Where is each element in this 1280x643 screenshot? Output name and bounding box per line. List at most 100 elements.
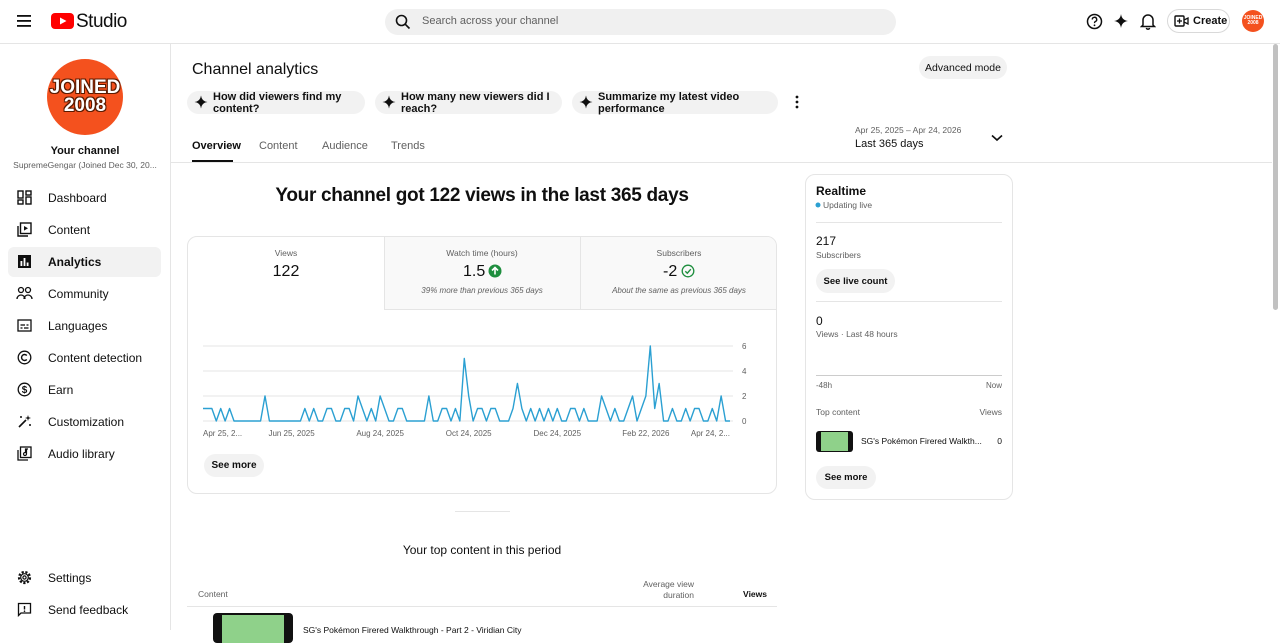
views-label: Views · Last 48 hours (816, 329, 898, 339)
top-content-title: Your top content in this period (402, 543, 562, 557)
realtime-title: Realtime (816, 184, 867, 198)
tabs-border (171, 162, 1272, 163)
video-views: 0 (997, 436, 1002, 446)
button-label: See more (211, 460, 257, 471)
divider (816, 222, 1002, 223)
y-tick-label: 4 (742, 367, 747, 376)
channel-subtitle: SupremeGengar (Joined Dec 30, 20... (13, 160, 157, 170)
views-header: Views (979, 407, 1002, 417)
see-more-button[interactable]: See more (204, 454, 264, 477)
nav-item[interactable]: Dashboard (48, 191, 107, 205)
views-chart: 0 2 4 6 Apr 25, 2... Jun 25, 2025 Aug 24, 2025… (203, 342, 747, 438)
metric-label[interactable]: Views (274, 248, 298, 258)
table-border (187, 606, 777, 607)
help-icon[interactable] (1086, 13, 1103, 30)
x-tick-label: Oct 24, 2025 (446, 429, 492, 438)
y-tick-label: 0 (742, 417, 747, 426)
content-detection-icon (17, 350, 32, 365)
prompt-chip[interactable]: How many new viewers did I reach? (375, 91, 562, 115)
nav-item[interactable]: Community (48, 287, 109, 301)
prompt-chip[interactable]: Summarize my latest video performance (572, 90, 778, 115)
tab[interactable]: Content (259, 140, 298, 152)
video-thumbnail[interactable] (213, 613, 293, 643)
audio-library-icon (17, 446, 32, 461)
sidebar-border (170, 44, 171, 630)
tab[interactable]: Overview (192, 140, 241, 152)
button-label: See more (824, 472, 868, 483)
overview-card (187, 236, 777, 494)
x-tick-label: Dec 24, 2025 (533, 429, 581, 438)
thumbnail-image (222, 615, 284, 643)
page: Studio Search across your channel Create… (0, 9, 1280, 643)
languages-icon (17, 319, 32, 332)
chip-label: How did viewers find my content? (213, 90, 342, 115)
nav-item[interactable]: Earn (48, 383, 74, 397)
channel-avatar[interactable]: JOINED 2008 (47, 59, 123, 135)
analytics-icon (18, 255, 31, 268)
video-title[interactable]: SG's Pokémon Firered Walkthrough - Part … (303, 625, 522, 635)
sparkle-icon (579, 95, 593, 109)
see-more-button[interactable]: See more (816, 466, 876, 489)
nav-item[interactable]: Send feedback (48, 603, 129, 617)
metric-label[interactable]: Watch time (hours) (446, 248, 518, 258)
period[interactable]: Last 365 days (855, 138, 924, 150)
earn-icon: $ (17, 382, 32, 397)
metric-value[interactable]: 1.5 (463, 263, 486, 280)
metric-divider (580, 237, 581, 309)
logo-icon[interactable] (51, 13, 75, 30)
ai-icon[interactable] (1113, 13, 1129, 29)
trend-up-icon (488, 264, 502, 278)
prompt-chip[interactable]: How did viewers find my content? (187, 90, 365, 115)
nav-item[interactable]: Content detection (48, 351, 143, 365)
settings-icon (17, 570, 32, 585)
video-thumbnail[interactable] (816, 431, 853, 452)
thumbnail-image (821, 432, 848, 451)
advanced-mode-button[interactable]: Advanced mode (919, 56, 1007, 79)
more-button[interactable] (794, 95, 800, 109)
tab[interactable]: Audience (322, 140, 368, 152)
period-dropdown[interactable] (991, 134, 1003, 142)
headline: Your channel got 122 views in the last 3… (275, 185, 689, 206)
search-placeholder[interactable]: Search across your channel (422, 15, 559, 27)
account-avatar[interactable]: JOINED 2008 (1242, 10, 1264, 32)
metric-value[interactable]: 122 (272, 263, 300, 280)
metric-label[interactable]: Subscribers (656, 248, 702, 258)
chip-label: Summarize my latest video performance (598, 90, 740, 115)
subscribers-value: 217 (816, 234, 837, 248)
create-label[interactable]: Create (1193, 15, 1228, 27)
nav-item[interactable]: Analytics (48, 255, 102, 269)
tab[interactable]: Trends (391, 140, 425, 152)
nav-item[interactable]: Settings (48, 571, 92, 585)
axis-label: -48h (816, 381, 833, 390)
dashboard-icon (17, 190, 32, 205)
y-tick-label: 2 (742, 392, 747, 401)
logo-text[interactable]: Studio (76, 11, 127, 32)
live-count-button[interactable]: See live count (816, 269, 895, 293)
metric-value[interactable]: -2 (663, 263, 678, 280)
create-icon (1174, 15, 1189, 27)
search-box[interactable] (385, 9, 896, 35)
nav-item[interactable]: Audio library (48, 447, 115, 461)
x-tick-label: Aug 24, 2025 (356, 429, 404, 438)
date-range[interactable]: Apr 25, 2025 – Apr 24, 2026 (855, 125, 962, 135)
nav-item[interactable]: Customization (48, 415, 125, 429)
avatar-text: 2008 (1247, 20, 1259, 26)
nav-item[interactable]: Languages (48, 319, 108, 333)
video-title[interactable]: SG's Pokémon Firered Walkth... (861, 436, 982, 446)
check-icon (681, 264, 695, 278)
nav-selected (8, 247, 161, 277)
table-header: Content (198, 589, 228, 599)
x-tick-label: Feb 22, 2026 (622, 429, 670, 438)
svg-text:$: $ (22, 385, 28, 396)
divider (816, 301, 1002, 302)
tab-indicator (192, 160, 233, 162)
avatar-text: JOINED (49, 76, 121, 98)
menu-button[interactable] (17, 14, 33, 28)
feedback-icon (17, 602, 32, 617)
create-button[interactable] (1167, 9, 1230, 33)
notifications-icon[interactable] (1140, 12, 1156, 30)
nav-item[interactable]: Content (48, 223, 91, 237)
section-divider (455, 511, 510, 512)
content-icon (17, 222, 32, 237)
scrollbar[interactable] (1273, 44, 1278, 310)
